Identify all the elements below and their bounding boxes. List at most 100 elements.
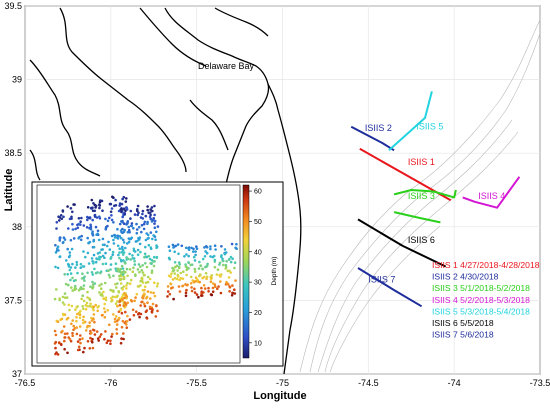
depth-point (79, 238, 83, 242)
depth-point (141, 271, 145, 274)
depth-point (68, 251, 72, 254)
depth-point (91, 340, 94, 344)
depth-point (126, 257, 130, 261)
depth-point (118, 204, 121, 207)
depth-point (216, 287, 219, 291)
depth-point (151, 218, 154, 222)
depth-point (67, 255, 71, 259)
depth-point (132, 266, 135, 270)
depth-point (82, 299, 86, 303)
depth-point (114, 267, 117, 271)
depth-point (140, 223, 144, 227)
depth-point (92, 245, 96, 249)
depth-point (68, 217, 72, 221)
depth-point (98, 206, 101, 210)
transect-label: ISIIS 2 (365, 123, 392, 133)
depth-point (53, 297, 57, 301)
depth-point (211, 282, 215, 285)
depth-point (122, 222, 126, 225)
inset-panel: 60 50 40 30 20 10 Depth (m) (31, 181, 284, 367)
depth-point (76, 223, 79, 227)
depth-point (153, 294, 157, 298)
depth-point (122, 241, 126, 244)
depth-point (143, 304, 147, 308)
depth-point (74, 227, 77, 231)
depth-point (107, 269, 110, 273)
depth-point (62, 325, 66, 328)
depth-point (97, 238, 101, 242)
depth-point (123, 261, 127, 265)
depth-point (58, 255, 61, 259)
depth-point (94, 225, 98, 229)
depth-point (125, 208, 129, 211)
depth-point (174, 265, 177, 269)
depth-point (96, 229, 100, 233)
depth-point (71, 319, 74, 322)
depth-point (58, 297, 61, 300)
depth-point (61, 209, 65, 212)
x-tick-label: -73.5 (530, 378, 550, 388)
depth-point (123, 296, 126, 300)
depth-point (193, 259, 197, 262)
depth-point (110, 300, 113, 303)
depth-point (99, 287, 103, 291)
depth-point (205, 275, 209, 279)
depth-point (110, 255, 113, 259)
depth-point (79, 266, 82, 270)
depth-point (185, 266, 189, 269)
depth-point (167, 274, 171, 278)
depth-point (139, 250, 142, 254)
depth-point (82, 321, 85, 325)
depth-point (190, 289, 194, 293)
depth-point (98, 204, 102, 207)
depth-point (145, 255, 148, 259)
depth-point (125, 222, 129, 226)
depth-point (55, 351, 58, 354)
depth-point (177, 252, 180, 256)
depth-point (99, 293, 103, 297)
depth-point (135, 228, 139, 231)
grid-lines (24, 5, 541, 375)
depth-point (118, 299, 122, 303)
depth-point (126, 242, 129, 245)
depth-point (89, 285, 92, 289)
depth-point (120, 325, 124, 329)
depth-point (104, 330, 107, 333)
depth-point (115, 328, 118, 331)
depth-point (55, 221, 59, 224)
depth-point (176, 275, 180, 278)
depth-point (114, 262, 118, 266)
depth-point (229, 255, 233, 259)
depth-point (70, 215, 73, 219)
transect-line (388, 91, 433, 152)
depth-point (54, 340, 58, 344)
transect-label: ISIIS 1 (408, 157, 435, 167)
depth-point (75, 332, 79, 336)
depth-point (209, 247, 212, 251)
depth-point (152, 291, 155, 295)
depth-point (187, 261, 191, 265)
depth-point (105, 341, 109, 345)
depth-point (224, 263, 228, 267)
depth-point (111, 332, 114, 336)
depth-point (110, 218, 114, 222)
depth-point (84, 303, 88, 307)
depth-point (78, 287, 82, 291)
depth-point (63, 292, 67, 295)
depth-point (92, 308, 95, 312)
depth-point (138, 270, 141, 274)
depth-point (110, 335, 113, 338)
depth-point (139, 304, 142, 307)
depth-point (145, 295, 149, 299)
legend-entry: ISIIS 4 5/2/2018-5/3/2018 (432, 295, 530, 305)
depth-point (89, 223, 92, 227)
depth-point (185, 273, 188, 277)
depth-point (147, 254, 151, 258)
depth-point (193, 280, 196, 284)
depth-point (82, 224, 86, 227)
depth-point (141, 295, 145, 298)
depth-point (216, 268, 220, 272)
depth-point (218, 263, 221, 266)
depth-point (104, 298, 108, 302)
depth-point (85, 301, 89, 305)
